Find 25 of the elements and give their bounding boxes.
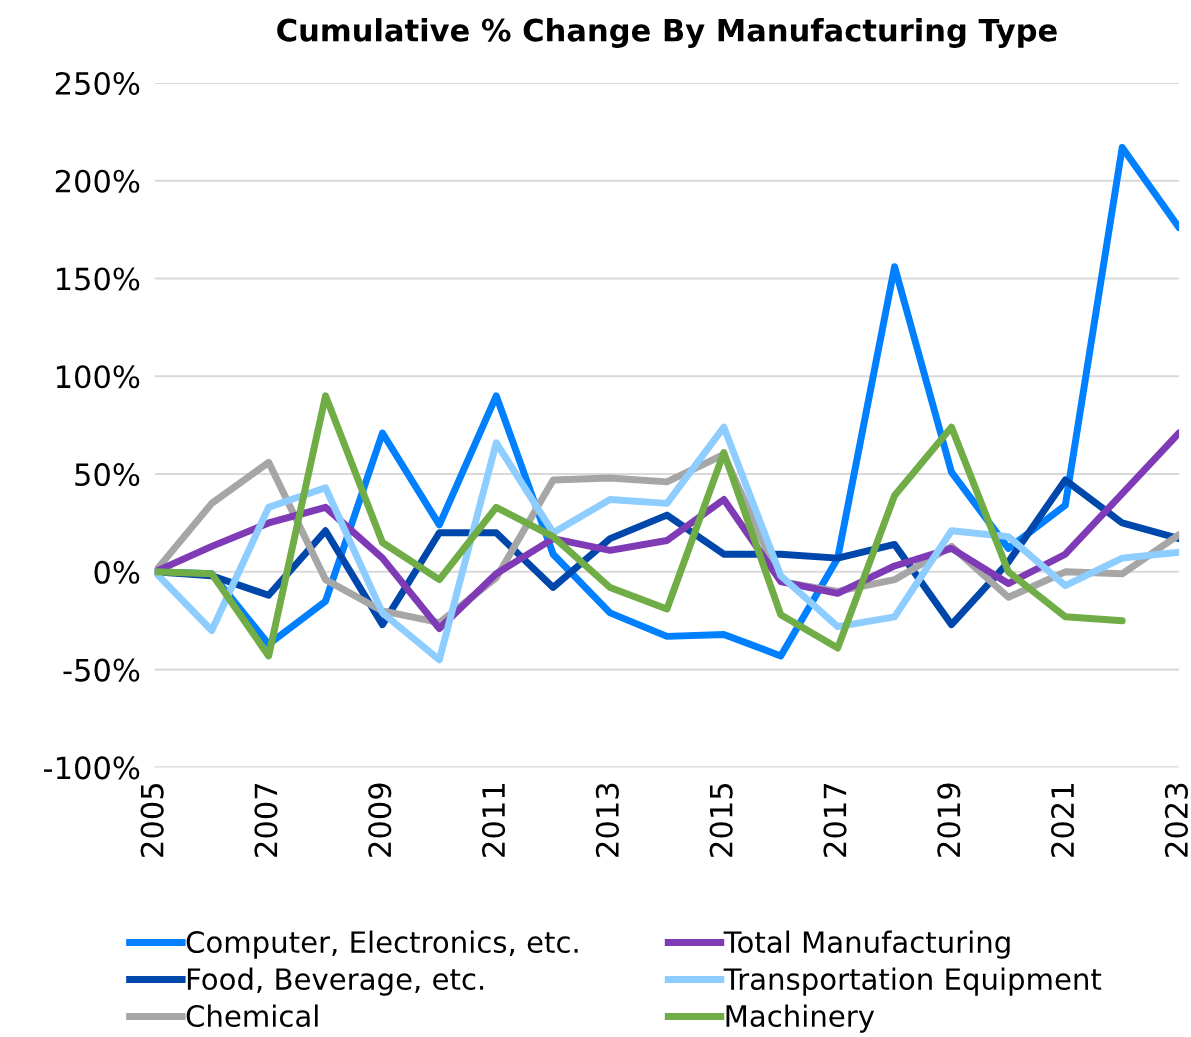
x-tick-label: 2005 [140,783,164,857]
y-tick-label: 50% [75,462,140,487]
y-tick-label: 200% [55,169,140,193]
x-tick-label: 2023 [1164,783,1188,857]
legend-label: Computer, Electronics, etc. [186,930,578,959]
chart-title: Cumulative % Change By Manufacturing Type [277,18,1057,48]
y-tick-label: 150% [56,267,140,291]
y-tick-label: 100% [56,365,140,389]
y-tick-label: 250% [55,71,140,95]
legend-label: Transportation Equipment [723,967,1102,996]
x-tick-label: 2007 [254,783,278,857]
legend-label: Total Manufacturing [723,930,1010,959]
y-tick-label: -100% [44,756,140,780]
x-tick-label: 2011 [482,784,506,857]
x-tick-label: 2021 [1051,784,1075,857]
legend-label: Food, Beverage, etc. [187,967,484,996]
x-tick-label: 2017 [823,783,847,857]
x-tick-label: 2019 [937,783,961,857]
x-tick-label: 2009 [368,783,392,857]
y-tick-label: 0% [94,560,140,584]
legend-label: Machinery [726,1004,875,1033]
x-tick-label: 2015 [709,783,733,857]
x-tick-label: 2013 [595,783,619,857]
y-tick-label: -50% [63,658,140,682]
legend-label: Chemical [186,1004,318,1028]
